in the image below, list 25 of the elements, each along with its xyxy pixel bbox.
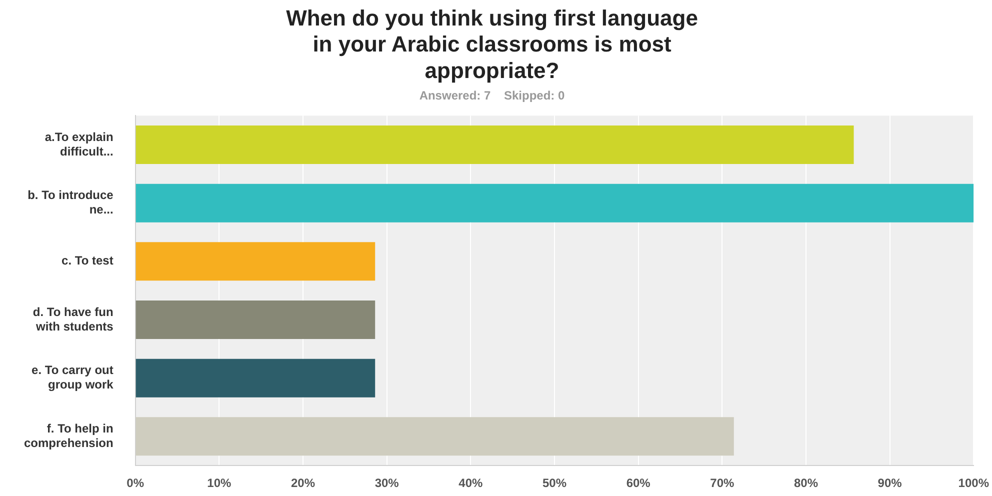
- x-tick-label: 10%: [207, 476, 232, 490]
- y-tick-label: e. To carry out group work: [32, 363, 114, 392]
- bar: [136, 242, 376, 281]
- chart-title: When do you think using first language in your Arabic classrooms is most appropriate?: [286, 5, 698, 84]
- y-tick-label: b. To introduce ne...: [28, 188, 114, 217]
- bar: [136, 417, 734, 456]
- bar: [136, 184, 974, 222]
- y-tick-label: c. To test: [62, 254, 114, 268]
- y-tick-label: f. To help in comprehension: [24, 422, 114, 450]
- x-tick-label: 20%: [290, 476, 316, 490]
- x-tick-label: 0%: [126, 476, 144, 490]
- x-tick-label: 90%: [878, 476, 902, 490]
- x-tick-label: 40%: [458, 476, 484, 490]
- chart-subtitle: Answered: 7 Skipped: 0: [419, 88, 566, 103]
- y-tick-label: a.To explain difficult...: [44, 130, 114, 158]
- x-tick-label: 50%: [542, 476, 567, 490]
- x-tick-label: 60%: [626, 476, 651, 490]
- bar: [136, 300, 376, 340]
- x-tick-label: 80%: [794, 476, 818, 490]
- x-tick-label: 30%: [374, 476, 400, 490]
- x-tick-label: 70%: [710, 476, 734, 490]
- bar: [136, 358, 376, 398]
- x-tick-label: 100%: [958, 476, 990, 490]
- bar: [136, 126, 854, 164]
- y-tick-label: d. To have fun with students: [32, 304, 114, 334]
